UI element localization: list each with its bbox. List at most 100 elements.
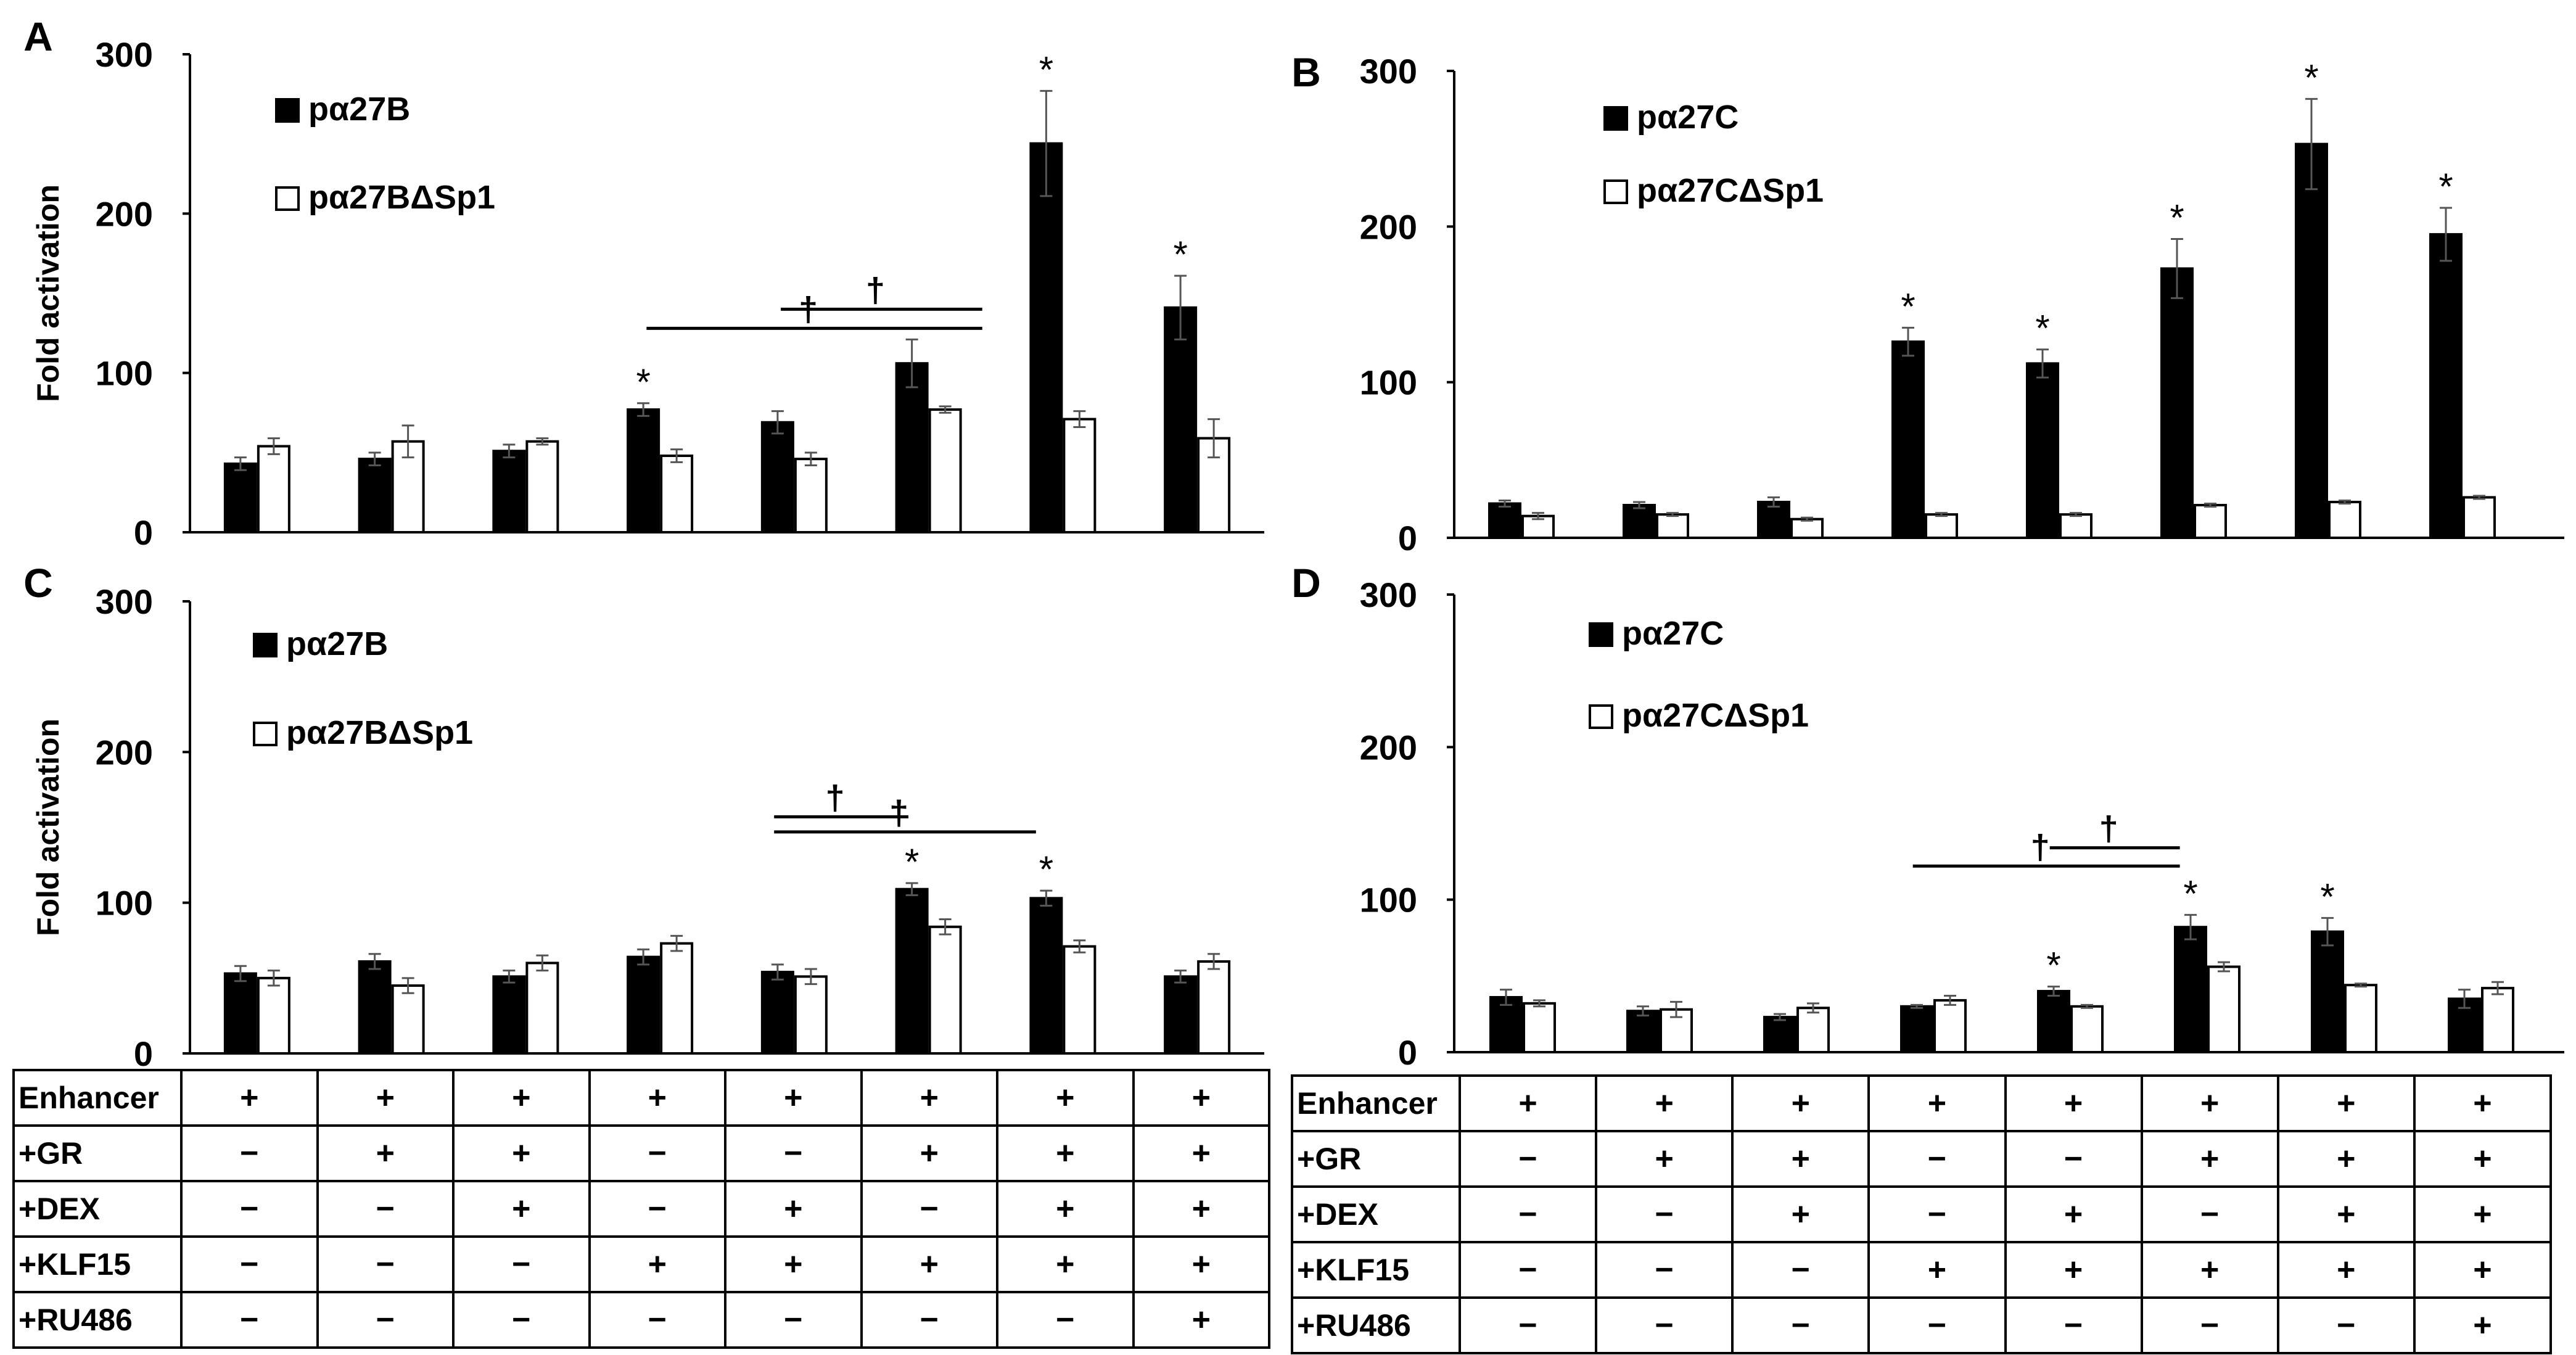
y-tick-label-D: 200 bbox=[1360, 728, 1417, 767]
bar-C-s0-1 bbox=[358, 960, 392, 1055]
condition-cell: + bbox=[2413, 1074, 2553, 1132]
condition-cell: − bbox=[588, 1291, 726, 1349]
significance-asterisk-B: * bbox=[2170, 197, 2184, 239]
legend-label-C-1: pα27BΔSp1 bbox=[286, 714, 473, 751]
condition-cell: + bbox=[588, 1235, 726, 1293]
bar-B-s1-7 bbox=[2463, 496, 2496, 539]
condition-cell: + bbox=[1132, 1069, 1270, 1127]
condition-cell: + bbox=[2140, 1130, 2279, 1188]
condition-row-label: +GR bbox=[12, 1124, 183, 1182]
condition-cell: − bbox=[2140, 1296, 2279, 1354]
condition-row-label: +RU486 bbox=[12, 1291, 183, 1349]
condition-cell: − bbox=[2004, 1130, 2143, 1188]
condition-row-label: Enhancer bbox=[12, 1069, 183, 1127]
legend-label-D-0: pα27C bbox=[1622, 615, 1724, 652]
condition-row: +KLF15− − − + + + + + bbox=[12, 1235, 1270, 1293]
bar-A-s1-6 bbox=[1063, 418, 1097, 533]
condition-cell: + bbox=[1458, 1074, 1598, 1132]
condition-cell: + bbox=[996, 1235, 1135, 1293]
significance-asterisk-A: * bbox=[1039, 49, 1053, 90]
condition-cell: − bbox=[1867, 1296, 2007, 1354]
bar-C-s1-2 bbox=[525, 962, 559, 1055]
condition-cell: − bbox=[1867, 1130, 2007, 1188]
y-tick-label-A: 200 bbox=[96, 194, 153, 233]
condition-cell: − bbox=[724, 1124, 863, 1182]
condition-row: +KLF15− − − + + + + + bbox=[1291, 1241, 2553, 1299]
y-tick-label-B: 200 bbox=[1360, 207, 1417, 246]
dagger-mark-C: † bbox=[826, 778, 845, 817]
condition-cell: + bbox=[724, 1180, 863, 1238]
panel-letter-B: B bbox=[1291, 49, 1321, 95]
conditions-table-left: Enhancer + + + + + + + + +GR − + + − − + + + +DEX − − + − + − + + +… bbox=[12, 1069, 1270, 1349]
bar-B-s0-0 bbox=[1488, 502, 1521, 540]
bar-A-s0-3 bbox=[627, 408, 660, 533]
bar-C-s1-6 bbox=[1063, 945, 1097, 1055]
condition-cell: + bbox=[2413, 1241, 2553, 1299]
condition-cell: + bbox=[2276, 1074, 2416, 1132]
condition-cell: + bbox=[996, 1069, 1135, 1127]
legend-swatch-C-0 bbox=[253, 633, 278, 657]
bar-B-s1-5 bbox=[2194, 504, 2227, 540]
bar-A-s1-3 bbox=[660, 455, 694, 533]
condition-cell: + bbox=[2413, 1185, 2553, 1243]
condition-cell: + bbox=[860, 1069, 998, 1127]
condition-cell: − bbox=[316, 1291, 455, 1349]
legend-swatch-D-0 bbox=[1589, 622, 1613, 647]
bar-A-s1-5 bbox=[928, 408, 962, 533]
condition-cell: + bbox=[1132, 1235, 1270, 1293]
bar-D-s1-0 bbox=[1523, 1002, 1556, 1054]
bar-B-s1-3 bbox=[1925, 513, 1958, 540]
condition-cell: − bbox=[724, 1291, 863, 1349]
condition-row-label: +GR bbox=[1291, 1130, 1461, 1188]
bar-D-s1-3 bbox=[1933, 999, 1967, 1053]
legend-swatch-A-0 bbox=[275, 98, 300, 123]
condition-cell: + bbox=[2004, 1241, 2143, 1299]
condition-cell: − bbox=[1867, 1185, 2007, 1243]
legend-label-D-1: pα27CΔSp1 bbox=[1622, 697, 1809, 734]
significance-asterisk-B: * bbox=[1901, 286, 1915, 327]
bar-A-s0-2 bbox=[492, 450, 526, 533]
condition-row-label: +RU486 bbox=[1291, 1296, 1461, 1354]
significance-asterisk-C: * bbox=[1039, 849, 1053, 890]
condition-cell: + bbox=[2276, 1241, 2416, 1299]
bar-D-s1-2 bbox=[1796, 1007, 1830, 1053]
condition-row: +GR − + + − − + + + bbox=[1291, 1130, 2553, 1188]
condition-cell: − bbox=[588, 1124, 726, 1182]
condition-cell: − bbox=[1458, 1241, 1598, 1299]
legend-label-A-0: pα27B bbox=[308, 91, 410, 128]
bar-C-s0-0 bbox=[223, 972, 257, 1055]
condition-cell: + bbox=[1867, 1241, 2007, 1299]
legend-swatch-B-0 bbox=[1603, 106, 1628, 131]
bar-C-s1-4 bbox=[794, 975, 828, 1055]
bar-B-s0-7 bbox=[2429, 233, 2463, 539]
condition-cell: + bbox=[2413, 1296, 2553, 1354]
condition-cell: + bbox=[2004, 1185, 2143, 1243]
bar-D-s0-5 bbox=[2174, 926, 2207, 1053]
condition-cell: + bbox=[1132, 1124, 1270, 1182]
dagger-mark-A: † bbox=[866, 270, 885, 309]
bar-B-s0-6 bbox=[2295, 142, 2328, 539]
condition-cell: + bbox=[316, 1124, 455, 1182]
y-tick-label-A: 300 bbox=[96, 35, 153, 74]
bar-C-s1-3 bbox=[660, 942, 694, 1055]
condition-cell: − bbox=[180, 1180, 319, 1238]
y-tick-label-B: 0 bbox=[1398, 519, 1417, 558]
dagger-mark-C: † bbox=[889, 793, 908, 832]
condition-cell: + bbox=[996, 1124, 1135, 1182]
bar-C-s1-7 bbox=[1197, 960, 1231, 1055]
condition-cell: + bbox=[1731, 1185, 1870, 1243]
condition-cell: + bbox=[860, 1124, 998, 1182]
y-tick-label-B: 300 bbox=[1360, 52, 1417, 91]
significance-asterisk-B: * bbox=[2438, 166, 2453, 207]
y-tick-label-C: 0 bbox=[134, 1034, 153, 1073]
condition-cell: + bbox=[2140, 1241, 2279, 1299]
condition-cell: − bbox=[316, 1235, 455, 1293]
condition-cell: + bbox=[588, 1069, 726, 1127]
bar-D-s0-6 bbox=[2311, 930, 2344, 1054]
bar-D-s0-4 bbox=[2037, 990, 2070, 1053]
bar-A-s1-0 bbox=[257, 445, 290, 533]
bar-A-s1-2 bbox=[525, 440, 559, 533]
condition-cell: + bbox=[1731, 1130, 1870, 1188]
bar-B-s1-4 bbox=[2059, 513, 2092, 540]
